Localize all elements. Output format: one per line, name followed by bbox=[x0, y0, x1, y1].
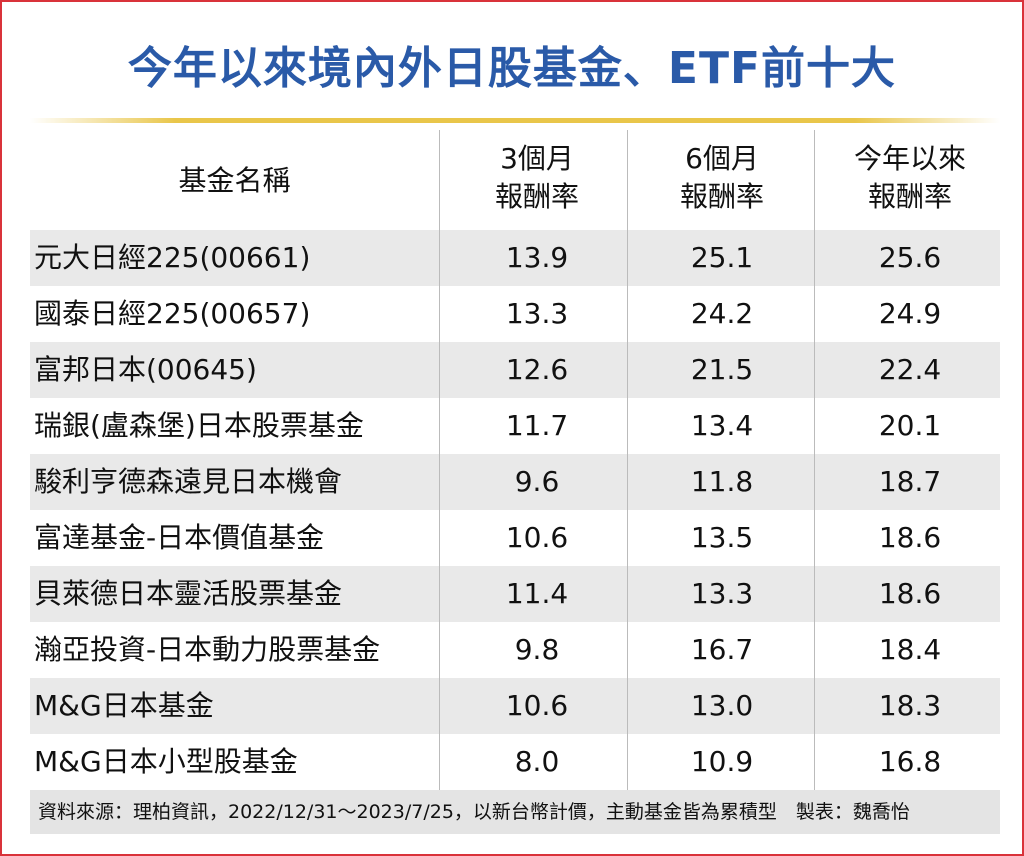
return-value: 18.7 bbox=[878, 465, 942, 498]
fund-name: M&G日本基金 bbox=[34, 689, 214, 722]
return-value: 10.6 bbox=[505, 689, 569, 722]
return-value: 10.6 bbox=[505, 521, 569, 554]
fund-name: 貝萊德日本靈活股票基金 bbox=[34, 577, 343, 610]
column-header: 今年以來 bbox=[853, 142, 966, 175]
column-divider bbox=[627, 130, 628, 790]
return-value: 13.0 bbox=[690, 689, 754, 722]
return-value: 13.5 bbox=[690, 521, 754, 554]
row-shade bbox=[30, 566, 1000, 622]
title-rule bbox=[30, 118, 1000, 123]
fund-name: 元大日經225(00661) bbox=[34, 241, 311, 274]
return-value: 24.2 bbox=[690, 297, 754, 330]
return-value: 13.3 bbox=[505, 297, 569, 330]
fund-name: 富達基金-日本價值基金 bbox=[34, 521, 325, 554]
return-value: 12.6 bbox=[505, 353, 569, 386]
return-value: 18.6 bbox=[878, 577, 942, 610]
return-value: 16.7 bbox=[690, 633, 754, 666]
fund-name: 瀚亞投資-日本動力股票基金 bbox=[34, 633, 381, 666]
return-value: 13.3 bbox=[690, 577, 754, 610]
return-value: 25.6 bbox=[878, 241, 942, 274]
column-header: 基金名稱 bbox=[178, 164, 291, 197]
column-header: 報酬率 bbox=[867, 180, 952, 213]
column-header: 6個月 bbox=[685, 142, 759, 175]
return-value: 18.6 bbox=[878, 521, 942, 554]
return-value: 18.4 bbox=[878, 633, 942, 666]
return-value: 22.4 bbox=[878, 353, 942, 386]
row-shade bbox=[30, 230, 1000, 286]
return-value: 11.8 bbox=[690, 465, 754, 498]
return-value: 13.9 bbox=[505, 241, 569, 274]
return-value: 16.8 bbox=[878, 745, 942, 778]
column-header: 報酬率 bbox=[494, 180, 579, 213]
return-value: 18.3 bbox=[878, 689, 942, 722]
fund-name: 駿利亨德森遠見日本機會 bbox=[34, 465, 343, 498]
return-value: 9.8 bbox=[514, 633, 560, 666]
row-shade bbox=[30, 454, 1000, 510]
footer-note: 資料來源：理柏資訊，2022/12/31～2023/7/25，以新台幣計價，主動… bbox=[30, 790, 1000, 834]
column-header: 3個月 bbox=[500, 142, 574, 175]
column-divider bbox=[439, 130, 440, 790]
return-value: 24.9 bbox=[878, 297, 942, 330]
fund-name: 瑞銀(盧森堡)日本股票基金 bbox=[34, 409, 364, 442]
return-value: 13.4 bbox=[690, 409, 754, 442]
return-value: 8.0 bbox=[514, 745, 560, 778]
fund-name: 國泰日經225(00657) bbox=[34, 297, 311, 330]
return-value: 10.9 bbox=[690, 745, 754, 778]
return-value: 11.7 bbox=[505, 409, 569, 442]
return-value: 9.6 bbox=[514, 465, 560, 498]
return-value: 21.5 bbox=[690, 353, 754, 386]
fund-name: 富邦日本(00645) bbox=[34, 353, 257, 386]
return-value: 25.1 bbox=[690, 241, 754, 274]
row-shade bbox=[30, 678, 1000, 734]
title: 今年以來境內外日股基金、ETF前十大 bbox=[127, 43, 897, 94]
column-divider bbox=[814, 130, 815, 790]
return-value: 20.1 bbox=[878, 409, 942, 442]
column-header: 報酬率 bbox=[679, 180, 764, 213]
fund-name: M&G日本小型股基金 bbox=[34, 745, 298, 778]
row-shade bbox=[30, 342, 1000, 398]
return-value: 11.4 bbox=[505, 577, 569, 610]
